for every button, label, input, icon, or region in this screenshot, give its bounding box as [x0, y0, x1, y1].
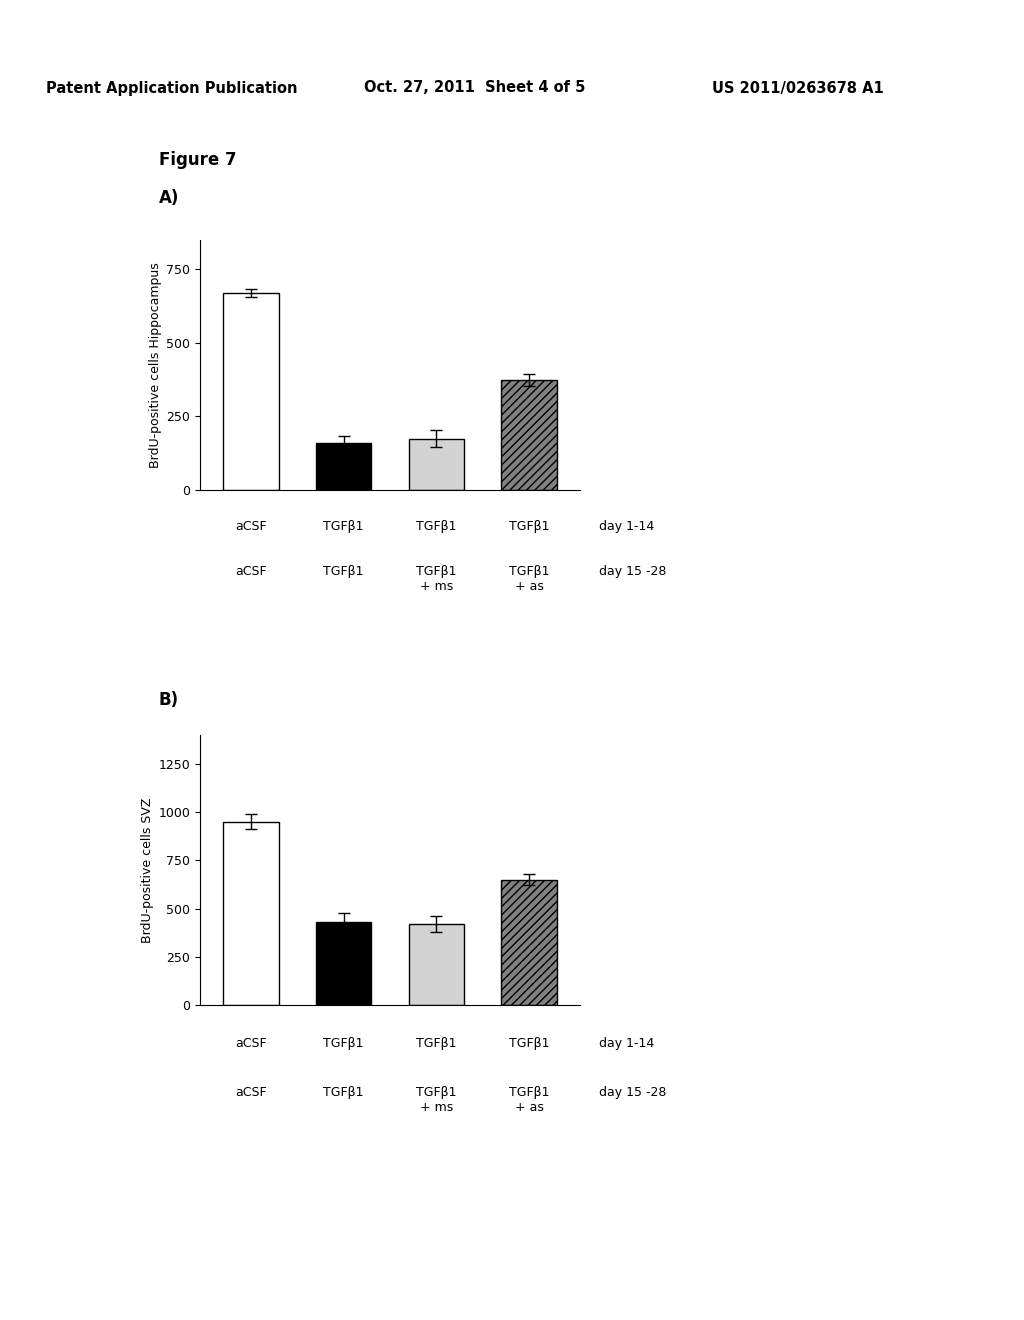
Bar [409, 438, 464, 490]
Text: day 1-14: day 1-14 [599, 1038, 653, 1051]
Text: B): B) [159, 690, 179, 709]
Bar [223, 293, 279, 490]
Text: day 15 -28: day 15 -28 [599, 565, 666, 578]
Bar [223, 822, 279, 1005]
Bar [315, 923, 372, 1005]
Text: Oct. 27, 2011  Sheet 4 of 5: Oct. 27, 2011 Sheet 4 of 5 [364, 81, 585, 95]
Text: aCSF: aCSF [236, 520, 267, 533]
Bar [315, 444, 372, 490]
Text: TGFβ1
+ ms: TGFβ1 + ms [416, 1086, 457, 1114]
Bar [409, 924, 464, 1005]
Text: day 15 -28: day 15 -28 [599, 1086, 666, 1100]
Text: TGFβ1: TGFβ1 [416, 1038, 457, 1051]
Text: TGFβ1: TGFβ1 [509, 1038, 549, 1051]
Text: Patent Application Publication: Patent Application Publication [46, 81, 298, 95]
Text: aCSF: aCSF [236, 1086, 267, 1100]
Y-axis label: BrdU-positive cells SVZ: BrdU-positive cells SVZ [141, 797, 155, 942]
Text: TGFβ1: TGFβ1 [324, 565, 364, 578]
Text: TGFβ1
+ as: TGFβ1 + as [509, 1086, 549, 1114]
Text: TGFβ1: TGFβ1 [324, 1086, 364, 1100]
Text: aCSF: aCSF [236, 1038, 267, 1051]
Text: TGFβ1
+ as: TGFβ1 + as [509, 565, 549, 593]
Text: TGFβ1
+ ms: TGFβ1 + ms [416, 565, 457, 593]
Bar [501, 380, 557, 490]
Text: A): A) [159, 189, 179, 207]
Text: US 2011/0263678 A1: US 2011/0263678 A1 [712, 81, 884, 95]
Text: day 1-14: day 1-14 [599, 520, 653, 533]
Bar [501, 879, 557, 1005]
Text: TGFβ1: TGFβ1 [416, 520, 457, 533]
Text: TGFβ1: TGFβ1 [324, 1038, 364, 1051]
Text: TGFβ1: TGFβ1 [509, 520, 549, 533]
Text: aCSF: aCSF [236, 565, 267, 578]
Text: TGFβ1: TGFβ1 [324, 520, 364, 533]
Text: Figure 7: Figure 7 [159, 150, 237, 169]
Y-axis label: BrdU-positive cells Hippocampus: BrdU-positive cells Hippocampus [150, 263, 162, 467]
